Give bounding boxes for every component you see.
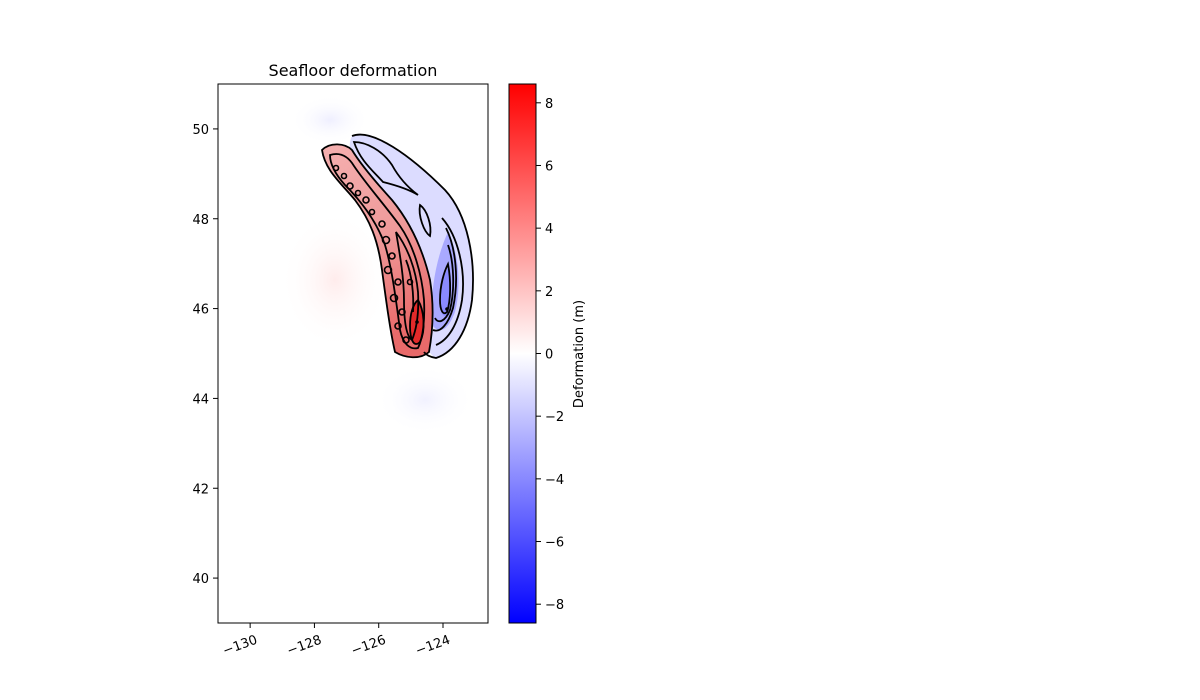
colorbar-ticks: −8 −6 −4 −2 0 2 4 6 8 [536,97,564,613]
y-tick-label: 46 [192,303,209,318]
colorbar-tick-label: −8 [545,598,564,613]
colorbar-tick-label: 2 [545,285,553,300]
y-tick-label: 48 [192,213,209,228]
y-axis: 40 42 44 46 48 50 [192,123,218,587]
chart-title: Seafloor deformation [269,61,438,80]
colorbar-label: Deformation (m) [572,300,587,408]
y-tick-label: 44 [192,392,209,407]
x-axis: −130 −128 −126 −124 [221,623,453,659]
peak-markers [415,307,449,324]
colorbar-tick-label: 4 [545,222,553,237]
colorbar: −8 −6 −4 −2 0 2 4 6 8 Deformation (m) [508,83,587,624]
y-tick-label: 42 [192,482,209,497]
x-tick-label: −128 [285,633,324,659]
contour-lines [321,133,474,359]
colorbar-tick-label: 0 [545,348,553,363]
colorbar-tick-label: −6 [545,536,564,551]
x-tick-label: −126 [349,633,388,659]
y-tick-label: 40 [192,572,209,587]
x-tick-label: −130 [221,633,260,659]
colorbar-tick-label: 6 [545,159,553,174]
axes-frame [217,83,489,624]
colorbar-gradient [508,83,537,624]
x-tick-label: −124 [414,633,453,659]
colorbar-tick-label: 8 [545,97,553,112]
colorbar-tick-label: −4 [545,473,564,488]
y-tick-label: 50 [192,123,209,138]
plot-area [218,84,488,623]
small-contour-islands [332,164,414,344]
colorbar-tick-label: −2 [545,410,564,425]
